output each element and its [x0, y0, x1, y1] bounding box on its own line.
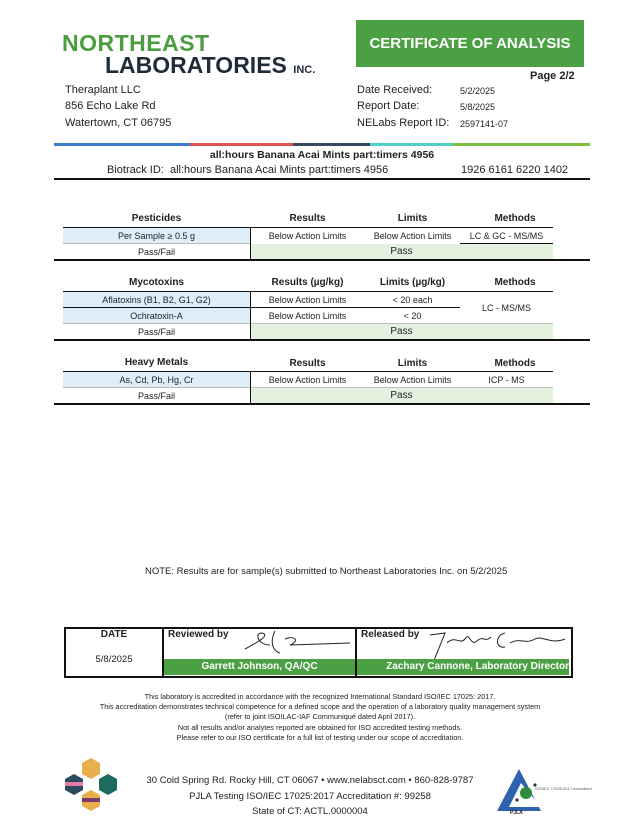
result-cell: Below Action Limits [268, 294, 347, 305]
pass-fail-label: Pass/Fail [137, 390, 175, 401]
col-header: Methods [494, 358, 536, 369]
report-date-label: Report Date: [357, 100, 420, 112]
col-header: Results (µg/kg) [271, 277, 344, 288]
result-cell: Below Action Limits [268, 230, 347, 241]
date-received-label: Date Received: [357, 84, 433, 96]
biotrack-label: Biotrack ID: [107, 164, 164, 176]
col-header: Results [289, 213, 326, 224]
result-cell: Below Action Limits [268, 374, 347, 385]
method-cell: ICP - MS [488, 374, 525, 385]
logo-suffix: INC. [293, 64, 316, 76]
pass-fail-result: Pass [250, 244, 553, 259]
analyte-cell: As, Cd, Pb, Hg, Cr [63, 372, 250, 387]
pjla-logo-icon [497, 769, 541, 811]
note-date: 5/2/2025 [470, 566, 508, 577]
col-header: Limits (µg/kg) [379, 277, 446, 288]
pass-fail-result: Pass [250, 324, 553, 339]
analyte-cell: Per Sample ≥ 0.5 g [63, 228, 250, 243]
logo-laboratories: LABORATORIES INC. [105, 52, 315, 79]
pjla-label: PJLA [510, 810, 523, 816]
accreditation-line: This laboratory is accredited in accorda… [144, 692, 496, 701]
date-received: 5/2/2025 [460, 86, 496, 96]
limit-cell: < 20 each [392, 294, 433, 305]
releaser-signature [429, 632, 566, 664]
released-label: Released by [361, 629, 420, 640]
footer-state-license: State of CT: ACTL.0000004 [252, 806, 368, 817]
col-header: Mycotoxins [128, 277, 184, 288]
pass-fail-label: Pass/Fail [137, 246, 175, 257]
client-address2: Watertown, CT 06795 [65, 117, 172, 129]
method-cell: LC & GC - MS/MS [469, 230, 544, 241]
accreditation-line: Please refer to our ISO certificate for … [176, 732, 464, 742]
result-cell: Below Action Limits [268, 310, 347, 321]
sample-title: all:hours Banana Acai Mints part:timers … [209, 149, 435, 161]
col-header: Limits [397, 213, 428, 224]
client-address1: 856 Echo Lake Rd [65, 100, 156, 112]
biotrack-row: Biotrack ID: all:hours Banana Acai Mints… [107, 164, 388, 176]
pjla-accredited-text: ISO/IEC 17025:2017 Accredited [535, 786, 592, 791]
color-bar-blue [54, 143, 190, 146]
accreditation-statement: This laboratory is accredited in accorda… [0, 692, 640, 743]
client-name: Theraplant LLC [65, 84, 141, 96]
certification-badges-icon [65, 758, 117, 811]
releaser-name: Zachary Cannone, Laboratory Director [357, 659, 569, 675]
limit-cell: Below Action Limits [373, 374, 452, 385]
footer-address: 30 Cold Spring Rd. Rocky Hill, CT 06067 … [146, 775, 474, 786]
color-bar-dark [293, 143, 370, 146]
signoff-box [64, 627, 573, 678]
method-cell: LC - MS/MS [481, 302, 531, 313]
accreditation-line: This accreditation demonstrates technica… [99, 702, 541, 712]
reviewer-signature [244, 630, 351, 654]
reviewer-name: Garrett Johnson, QA/QC [164, 659, 355, 675]
footer-accreditation: PJLA Testing ISO/IEC 17025:2017 Accredit… [189, 790, 431, 802]
report-id: 2597141-07 [460, 119, 509, 129]
certificate-banner: CERTIFICATE OF ANALYSIS [356, 20, 584, 67]
color-bar-teal [370, 143, 453, 146]
analyte-cell: Aflatoxins (B1, B2, G1, G2) [63, 292, 250, 307]
accreditation-line: (refer to joint ISOILAC-IAF Communiqué d… [224, 712, 416, 722]
accreditation-line: Not all results and/or analytes reported… [177, 722, 463, 732]
note: NOTE: Results are for sample(s) submitte… [145, 566, 507, 577]
analyte-cell: Ochratoxin-A [63, 308, 250, 323]
report-date: 5/8/2025 [460, 102, 496, 112]
col-header: Limits [397, 358, 428, 369]
reviewed-label: Reviewed by [168, 629, 229, 640]
color-bar-red [190, 143, 293, 146]
footer-info: 30 Cold Spring Rd. Rocky Hill, CT 06067 … [130, 773, 490, 820]
limit-cell: Below Action Limits [373, 230, 452, 241]
col-header: Heavy Metals [124, 357, 189, 368]
page-number: Page 2/2 [530, 70, 575, 82]
pass-fail-label: Pass/Fail [137, 326, 175, 337]
logo-text: LABORATORIES [105, 52, 287, 78]
note-text: NOTE: Results are for sample(s) submitte… [145, 566, 468, 577]
biotrack-name: all:hours Banana Acai Mints part:timers … [169, 164, 389, 176]
biotrack-id: 1926 6161 6220 1402 [461, 164, 569, 176]
col-header: Methods [494, 213, 536, 224]
color-bar-green [453, 143, 590, 146]
col-header: Methods [494, 277, 536, 288]
pass-fail-result: Pass [250, 388, 553, 403]
signoff-date: 5/8/2025 [95, 654, 133, 665]
report-id-label: NELabs Report ID: [357, 117, 450, 129]
date-label: DATE [100, 629, 128, 640]
logo-northeast: NORTHEAST [62, 30, 210, 56]
col-header: Pesticides [131, 213, 182, 224]
col-header: Results [289, 358, 326, 369]
limit-cell: < 20 [403, 310, 422, 321]
